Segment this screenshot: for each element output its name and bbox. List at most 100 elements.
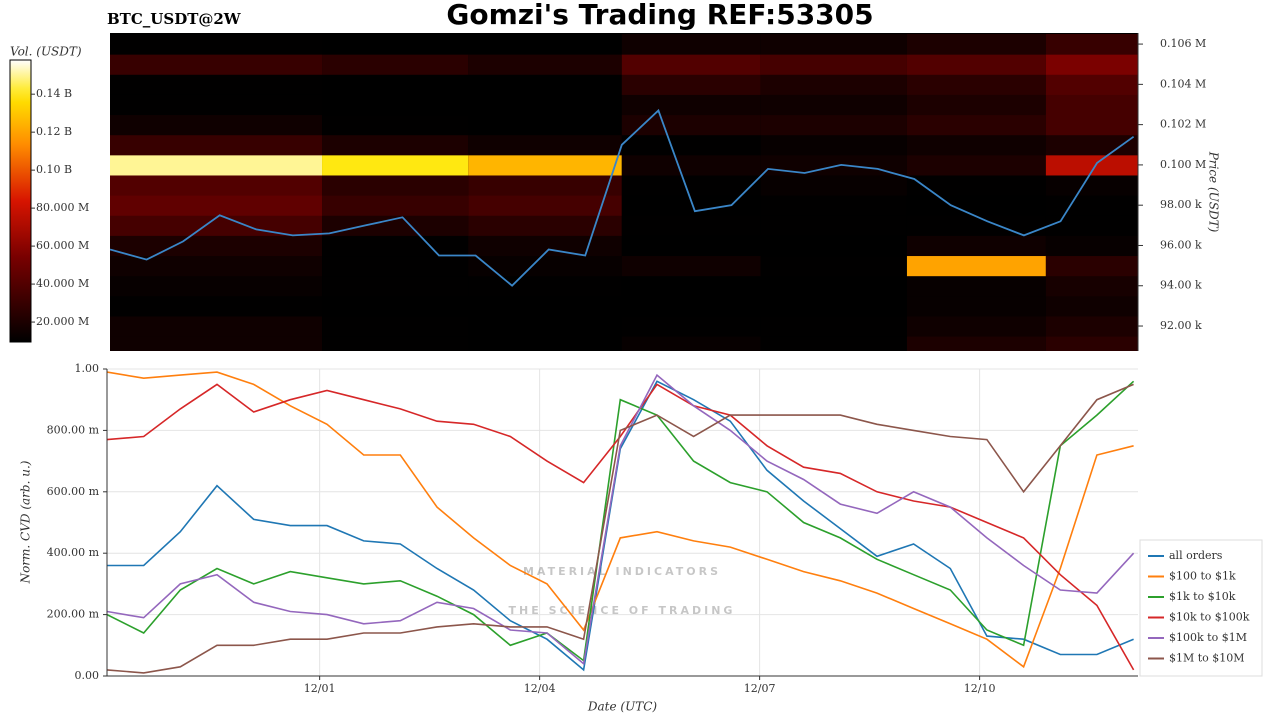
heat-cell [906,134,1046,156]
heat-cell [621,295,761,317]
heat-cell [322,114,469,136]
heat-cell [1045,34,1138,55]
heat-cell [906,114,1046,136]
heat-cell [906,315,1046,337]
y-tick-label: 0.102 M [1160,118,1206,131]
heat-cell [468,54,622,75]
heat-cell [110,336,323,351]
heat-cell [906,54,1046,75]
heat-cell [760,275,907,297]
heat-cell [322,154,469,176]
heat-cell [322,295,469,317]
heat-cell [1045,74,1138,95]
heat-cell [468,34,622,55]
heat-cell [621,235,761,257]
heat-cell [322,195,469,216]
heat-cell [1045,215,1138,236]
heat-cell [1045,114,1138,136]
heat-cell [468,94,622,116]
heat-cell [760,235,907,257]
y-tick-label: 98.00 k [1160,198,1202,211]
heat-cell [906,34,1046,55]
heat-cell [110,174,323,196]
watermark-title: MATERIAL INDICATORS [523,565,721,578]
heat-cell [322,255,469,277]
heat-cell [760,215,907,236]
y-tick-label: 200.00 m [47,608,100,621]
heat-cell [322,215,469,236]
heat-cell [110,255,323,277]
heat-cell [621,74,761,95]
chart-title: BTC_USDT@2W [107,10,242,28]
heat-cell [760,255,907,277]
y-tick-label: 92.00 k [1160,319,1202,332]
heat-cell [468,235,622,257]
heat-cell [621,255,761,277]
heat-cell [468,114,622,136]
legend-label: $1k to $10k [1169,590,1236,603]
legend-label: $100k to $1M [1169,631,1247,644]
heat-cell [906,154,1046,176]
heat-cell [1045,275,1138,297]
colorbar-tick-label: 80.000 M [36,201,89,214]
heat-cell [468,154,622,176]
heat-cell [760,336,907,351]
heat-cell [621,174,761,196]
heatmap [110,34,1138,351]
legend-label: $1M to $10M [1169,652,1245,665]
x-tick-label: 12/10 [964,682,996,695]
heat-cell [322,315,469,337]
heat-cell [760,114,907,136]
heat-cell [110,154,323,176]
heat-cell [468,195,622,216]
heat-cell [621,154,761,176]
y-tick-label: 0.100 M [1160,158,1206,171]
heat-cell [322,134,469,156]
heat-cell [906,255,1046,277]
heat-cell [1045,195,1138,216]
heat-cell [906,195,1046,216]
x-tick-label: 12/07 [744,682,776,695]
heat-cell [110,195,323,216]
heat-cell [1045,315,1138,337]
y-axis-label: Norm. CVD (arb. u.) [19,460,33,584]
heat-cell [1045,336,1138,351]
x-tick-label: 12/04 [524,682,556,695]
heat-cell [1045,54,1138,75]
legend-label: $10k to $100k [1169,611,1250,624]
heat-cell [468,295,622,317]
heat-cell [322,34,469,55]
x-axis-label: Date (UTC) [587,700,657,714]
heat-cell [468,174,622,196]
heat-cell [906,275,1046,297]
heat-cell [322,74,469,95]
heat-cell [760,195,907,216]
heat-cell [760,74,907,95]
heat-cell [906,215,1046,236]
heat-cell [1045,295,1138,317]
heat-cell [110,94,323,116]
heat-cell [110,134,323,156]
heat-cell [621,114,761,136]
heat-cell [906,235,1046,257]
y-tick-label: 0.00 [75,669,100,682]
heat-cell [322,174,469,196]
y-axis-label: Price (USDT) [1207,151,1221,233]
colorbar-tick-label: 0.14 B [36,87,72,100]
heat-cell [1045,134,1138,156]
colorbar-label: Vol. (USDT) [10,45,82,59]
heat-cell [760,134,907,156]
heat-cell [1045,174,1138,196]
y-tick-label: 800.00 m [47,423,100,436]
colorbar-tick-label: 0.12 B [36,125,72,138]
heat-cell [621,215,761,236]
heat-cell [760,94,907,116]
cvd-line [107,380,1135,663]
cvd-line [107,383,1134,674]
colorbar-tick-label: 20.000 M [36,315,89,328]
heat-cell [322,275,469,297]
cvd-line [107,373,1135,666]
colorbar-tick-label: 40.000 M [36,277,89,290]
heat-cell [760,295,907,317]
heat-cell [322,235,469,257]
